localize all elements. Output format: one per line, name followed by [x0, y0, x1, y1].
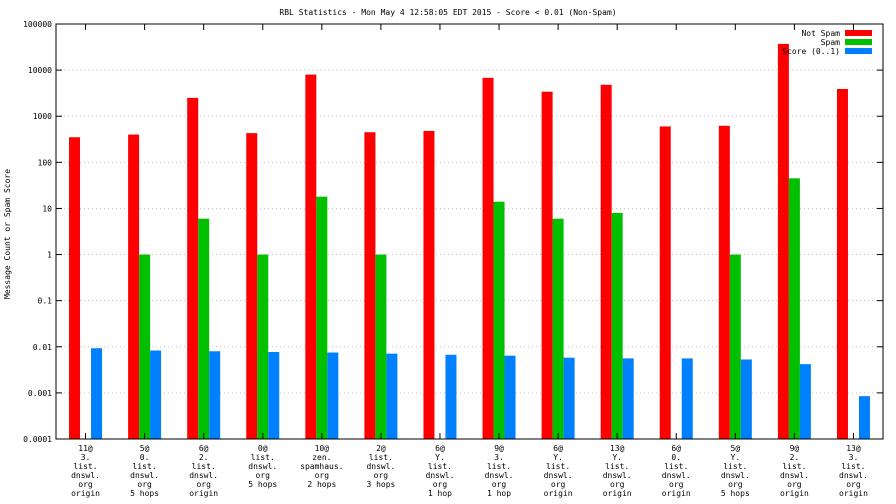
- x-tick-label: 13@ Y. list. dnswl. org origin: [603, 444, 632, 498]
- bar-not-spam: [423, 130, 435, 440]
- bar-spam: [198, 218, 210, 439]
- bar-spam: [139, 254, 151, 439]
- y-tick-label: 0.01: [33, 343, 52, 352]
- bar-not-spam: [305, 74, 317, 439]
- bar-score: [386, 353, 398, 439]
- bar-score: [681, 358, 693, 439]
- plot-frame: [55, 23, 884, 440]
- x-tick-label: 6@ Y. list. dnswl. org origin: [544, 444, 573, 498]
- bar-spam: [729, 254, 741, 439]
- y-tick-label: 100: [38, 158, 53, 167]
- bar-score: [91, 348, 103, 439]
- bar-spam: [316, 196, 328, 439]
- bar-spam: [788, 178, 800, 439]
- x-tick-label: 6@ Y. list. dnswl. org 1 hop: [426, 444, 455, 498]
- legend-label-score: Score (0..1): [782, 47, 840, 56]
- bars: [69, 43, 870, 440]
- bar-not-spam: [482, 77, 494, 439]
- x-tick-label: 11@ 3. list. dnswl. org origin: [71, 444, 100, 498]
- bar-spam: [493, 201, 505, 439]
- bar-score: [209, 351, 221, 439]
- x-tick-label: 2@ list. dnswl. org 3 hops: [366, 444, 395, 489]
- y-tick-label: 0.0001: [23, 435, 52, 444]
- bar-score: [268, 352, 280, 439]
- bar-not-spam: [600, 84, 612, 439]
- y-tick-label: 1000: [33, 112, 52, 121]
- bar-not-spam: [541, 91, 553, 439]
- y-tick-label: 0.1: [38, 297, 53, 306]
- bar-spam: [611, 212, 623, 439]
- legend-label-spam: Spam: [821, 38, 840, 47]
- x-ticks: 11@ 3. list. dnswl. org origin 5@ 0. list. dnswl.…: [71, 24, 868, 498]
- x-tick-label: 10@ zen. spamhaus. org 2 hops: [300, 444, 343, 489]
- x-tick-label: 5@ 0. list. dnswl. org 5 hops: [130, 444, 159, 498]
- x-tick-label: 9@ 2. list. dnswl. org origin: [780, 444, 809, 498]
- legend-swatch-score: [845, 48, 872, 54]
- bar-spam: [257, 254, 269, 439]
- legend-swatch-spam: [845, 39, 872, 45]
- x-tick-label: 9@ 3. list. dnswl. org 1 hop: [485, 444, 514, 498]
- y-tick-label: 100000: [23, 20, 52, 29]
- bar-score: [445, 354, 457, 439]
- bar-not-spam: [836, 88, 848, 439]
- bar-score: [799, 364, 811, 439]
- legend-swatch-not-spam: [845, 30, 872, 36]
- x-tick-label: 13@ 3. list. dnswl. org origin: [839, 444, 868, 498]
- bar-not-spam: [364, 132, 376, 439]
- bar-spam: [375, 254, 387, 439]
- bar-score: [327, 352, 339, 439]
- bar-score: [504, 355, 516, 439]
- y-tick-label: 1: [47, 251, 52, 260]
- bar-score: [150, 350, 162, 439]
- x-tick-label: 6@ 2. list. dnswl. org origin: [189, 444, 218, 498]
- bar-score: [622, 358, 634, 439]
- bar-not-spam: [718, 125, 730, 439]
- x-tick-label: 0@ list. dnswl. org 5 hops: [248, 444, 277, 489]
- bar-not-spam: [777, 43, 789, 439]
- legend-label-not-spam: Not Spam: [801, 29, 840, 38]
- grid: [56, 69, 883, 394]
- bar-not-spam: [69, 137, 81, 439]
- bar-spam: [552, 218, 564, 439]
- y-tick-label: 10000: [28, 66, 52, 75]
- bar-score: [563, 357, 575, 439]
- bar-not-spam: [246, 133, 258, 439]
- y-axis-label: Message Count or Spam Score: [3, 169, 12, 299]
- y-tick-label: 10: [42, 204, 52, 213]
- bar-not-spam: [659, 126, 671, 440]
- x-tick-label: 6@ 0. list. dnswl. org origin: [662, 444, 691, 498]
- x-tick-label: 5@ Y. list. dnswl. org 5 hops: [721, 444, 750, 498]
- bar-score: [740, 359, 752, 439]
- chart-title: RBL Statistics - Mon May 4 12:58:05 EDT …: [279, 8, 616, 17]
- bar-not-spam: [128, 134, 140, 440]
- bar-score: [858, 396, 870, 439]
- bar-not-spam: [187, 97, 199, 439]
- y-tick-label: 0.001: [28, 389, 52, 398]
